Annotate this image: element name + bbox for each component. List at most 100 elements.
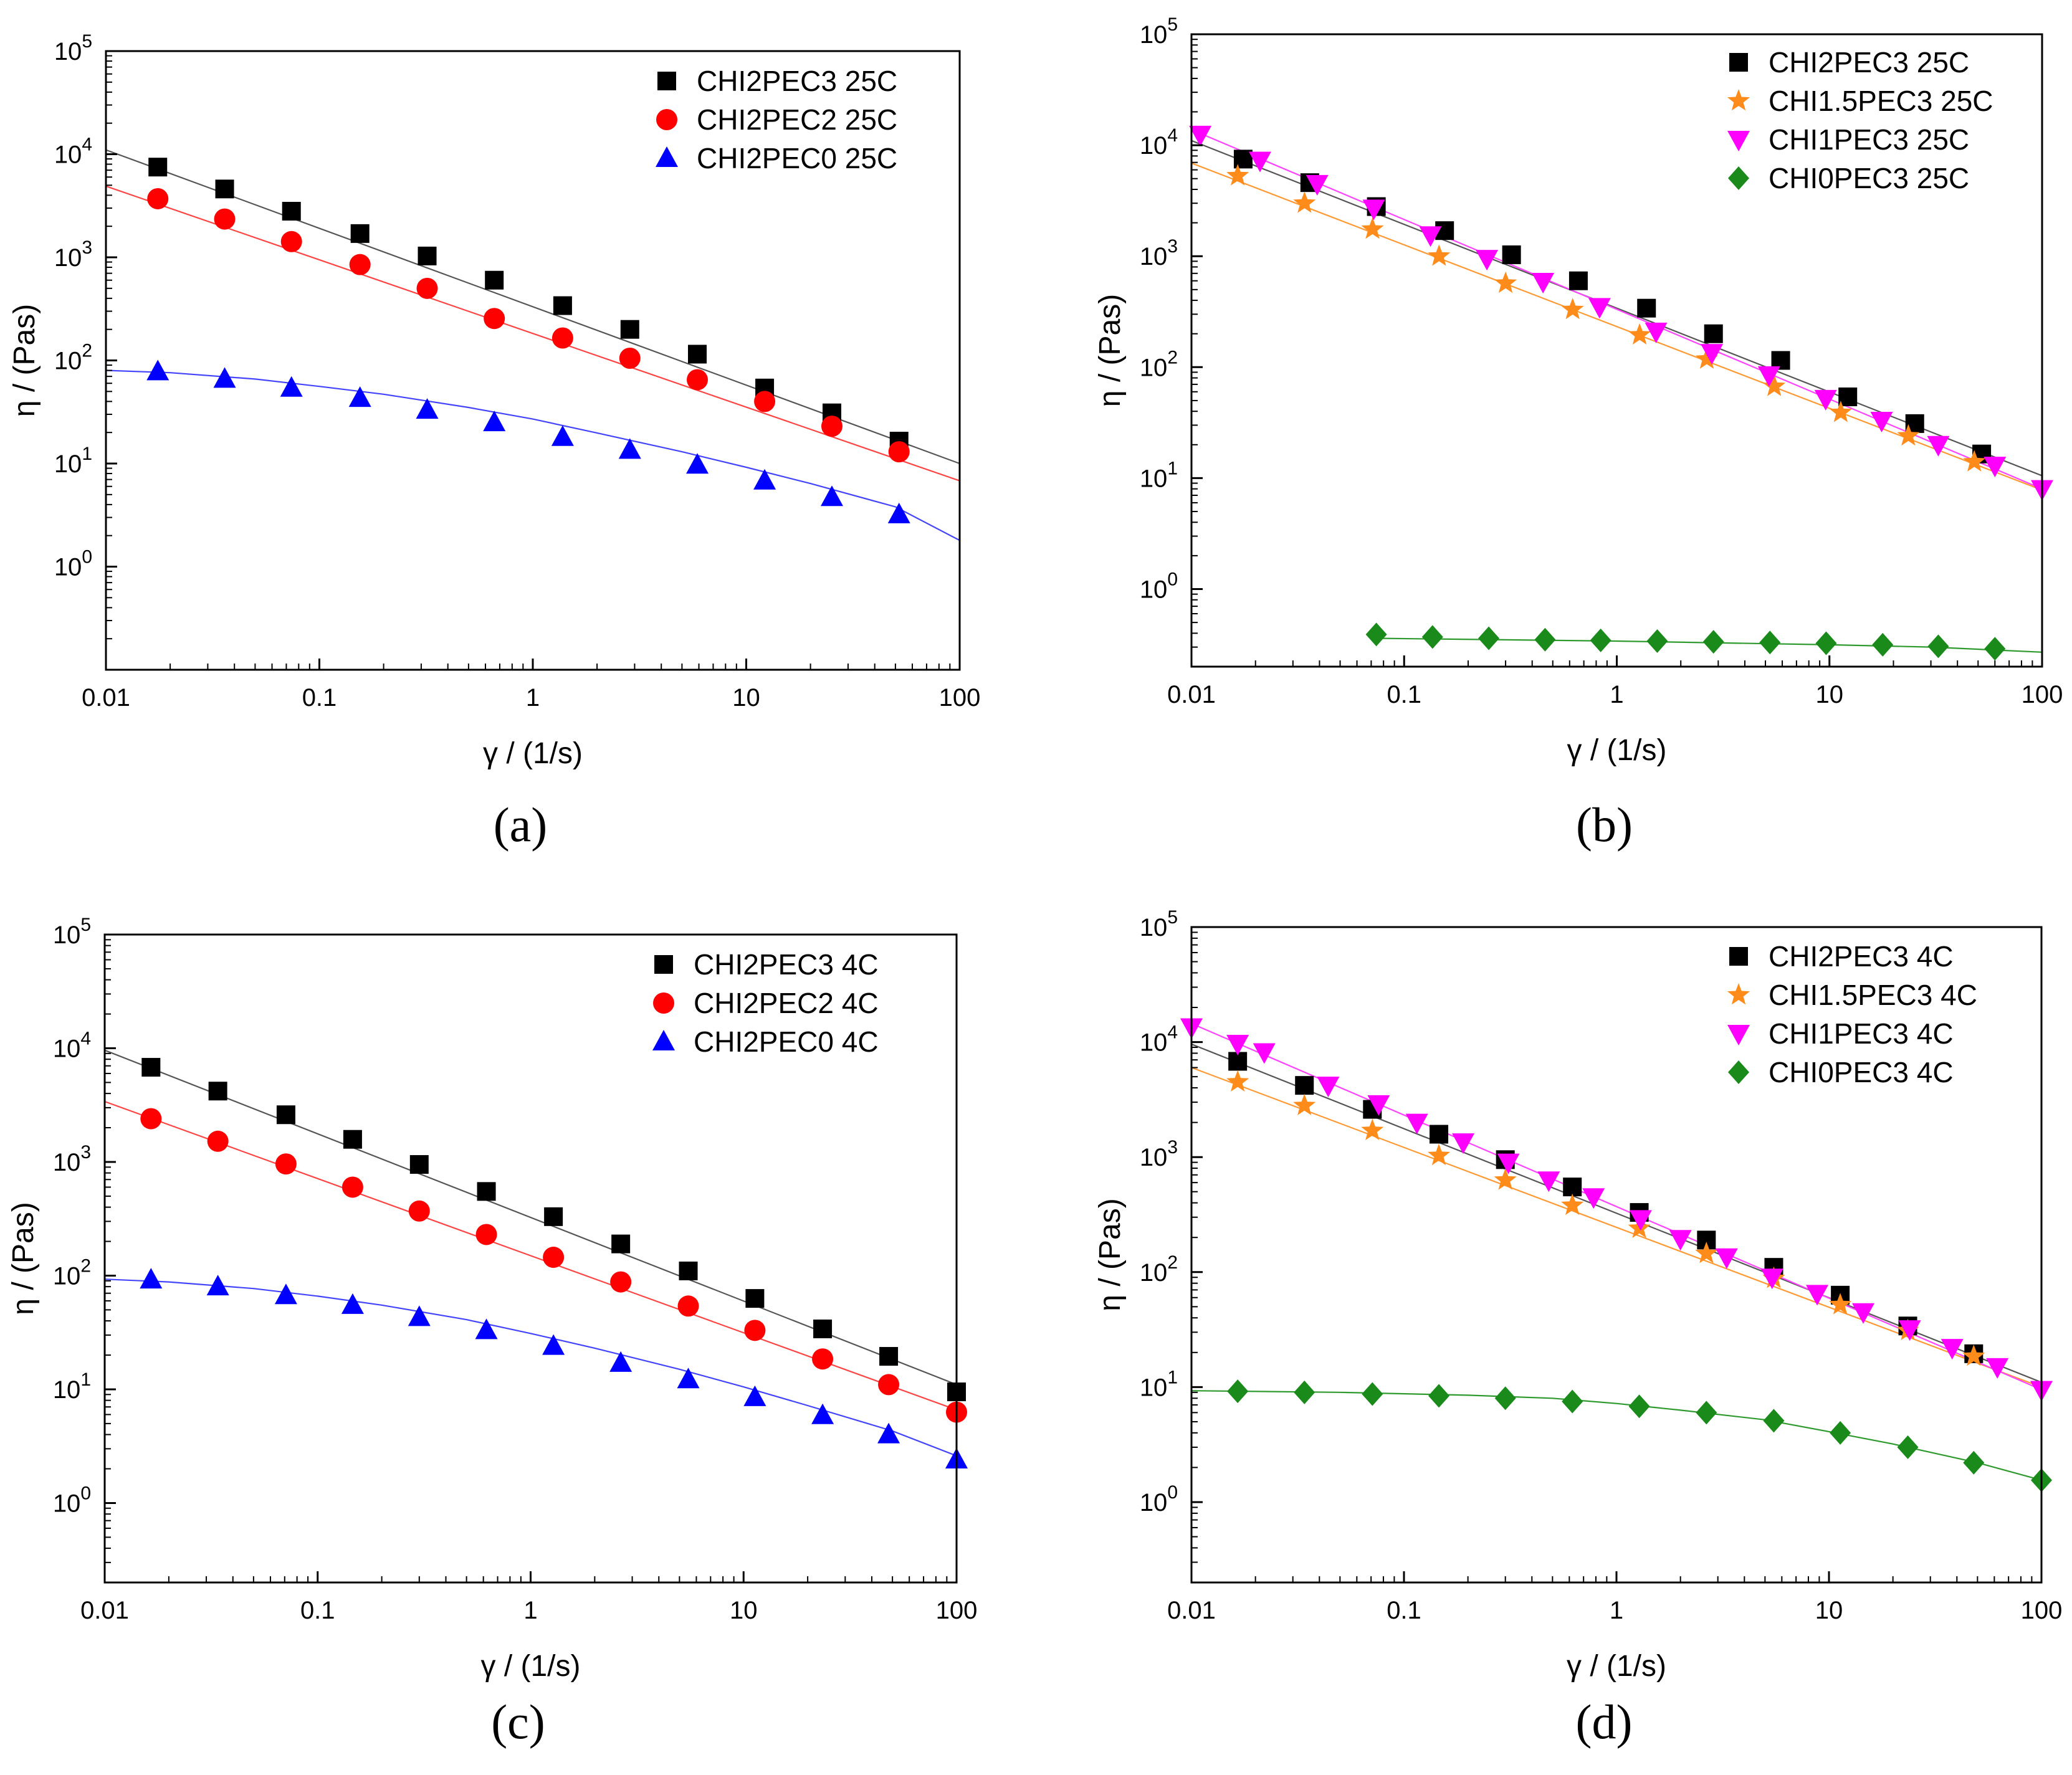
panel-label: (d) (1576, 1695, 1633, 1749)
chart-panel-b: 0.01 0.1 1 10 100 100 101 102 103 104 105 γ / (1/s)… (1094, 14, 2063, 852)
x-tick-label: 0.01 (80, 1597, 129, 1624)
y-axis-title: η / (Pas) (8, 304, 41, 417)
x-tick-label: 1 (526, 684, 540, 711)
data-point (408, 1200, 430, 1222)
data-point (1253, 1043, 1276, 1064)
data-point (744, 1320, 766, 1341)
data-point (1476, 250, 1499, 271)
y-tick-label: 101 (1140, 458, 1178, 492)
data-point (1421, 625, 1443, 649)
data-point (687, 369, 709, 391)
data-point (1362, 1382, 1383, 1406)
fit-line-2 (1191, 129, 2042, 490)
data-point (349, 254, 371, 275)
data-point (1534, 627, 1556, 652)
data-point (1588, 298, 1611, 319)
x-tick-label: 10 (730, 1597, 758, 1624)
data-point (1963, 450, 1986, 472)
legend-marker (654, 955, 673, 974)
data-point (619, 347, 641, 369)
legend-marker (1729, 53, 1748, 72)
y-axis-title: η / (Pas) (1094, 1198, 1127, 1311)
data-point (416, 277, 438, 299)
data-point (611, 1234, 631, 1254)
x-tick-label: 100 (2021, 1597, 2063, 1624)
data-point (1757, 366, 1780, 387)
y-tick-label: 101 (1140, 1367, 1178, 1401)
data-point (686, 453, 709, 474)
legend-marker (652, 1030, 675, 1050)
panel-label: (c) (491, 1695, 545, 1749)
y-tick-label: 104 (53, 1028, 91, 1062)
data-point (141, 1058, 161, 1077)
legend-marker (656, 109, 677, 130)
data-point (551, 425, 574, 446)
data-point (677, 1368, 700, 1389)
x-axis-title: γ / (1/s) (1567, 734, 1666, 767)
series-3 (1227, 1379, 2052, 1492)
data-point (1365, 622, 1387, 647)
data-point (1248, 151, 1271, 173)
legend: CHI2PEC3 25C CHI2PEC2 25C CHI2PEC0 25C (656, 65, 897, 174)
data-point (1452, 1133, 1475, 1154)
data-point (620, 320, 639, 339)
chart-panel-c: 0.01 0.1 1 10 100 100 101 102 103 104 105 γ / (1/s)… (7, 915, 977, 1749)
fit-line-3 (1191, 1390, 2041, 1481)
data-point (1361, 1118, 1384, 1140)
legend: CHI2PEC3 4C CHI2PEC2 4C CHI2PEC0 4C (652, 948, 879, 1058)
y-tick-label: 100 (53, 1483, 91, 1517)
data-point (408, 1305, 431, 1326)
legend-label: CHI1PEC3 4C (1769, 1017, 1954, 1050)
data-point (887, 502, 910, 523)
data-point (280, 231, 302, 252)
fit-line-0 (106, 149, 960, 465)
y-tick-label: 100 (1140, 1482, 1178, 1516)
legend-label: CHI1PEC3 25C (1769, 123, 1969, 156)
legend-marker (1728, 1060, 1749, 1084)
data-point (544, 1207, 563, 1226)
legend-label: CHI2PEC3 25C (1769, 46, 1969, 79)
data-point (1814, 389, 1837, 411)
data-point (1532, 273, 1555, 294)
series-1 (1226, 1070, 1985, 1366)
legend-label: CHI0PEC3 4C (1769, 1056, 1954, 1088)
legend-label: CHI1.5PEC3 4C (1769, 979, 1977, 1011)
legend-label: CHI2PEC2 4C (694, 987, 879, 1019)
x-axis-title: γ / (1/s) (483, 737, 583, 770)
data-point (1293, 191, 1316, 213)
data-point (350, 224, 370, 243)
data-point (1962, 1344, 1985, 1366)
x-tick-label: 100 (939, 684, 981, 711)
x-tick-label: 100 (2022, 681, 2063, 708)
data-point (147, 188, 169, 209)
data-point (1494, 271, 1517, 293)
data-point (275, 1153, 297, 1175)
data-point (1628, 1394, 1650, 1419)
data-point (1419, 226, 1442, 247)
data-point (1478, 626, 1500, 650)
data-point (274, 1283, 297, 1305)
data-point (1561, 298, 1584, 320)
data-point (1189, 125, 1212, 146)
data-point (1941, 1339, 1964, 1360)
data-point (679, 1261, 698, 1280)
data-point (1760, 1268, 1783, 1290)
legend-marker (656, 146, 678, 167)
legend-label: CHI2PEC3 4C (694, 948, 879, 981)
data-point (1695, 347, 1718, 369)
data-point (1829, 401, 1852, 422)
data-point (820, 485, 843, 507)
legend-marker (657, 72, 676, 90)
data-point (1704, 324, 1723, 343)
data-point (1502, 245, 1521, 264)
y-axis-title: η / (Pas) (1094, 294, 1127, 407)
y-tick-label: 103 (53, 1142, 91, 1176)
y-tick-label: 102 (54, 341, 92, 375)
y-tick-label: 104 (1140, 1022, 1178, 1057)
data-point (1927, 435, 1950, 457)
data-point (618, 438, 641, 459)
data-point (1986, 1358, 2009, 1379)
y-tick-label: 103 (54, 237, 92, 272)
x-tick-label: 10 (1815, 1597, 1843, 1624)
